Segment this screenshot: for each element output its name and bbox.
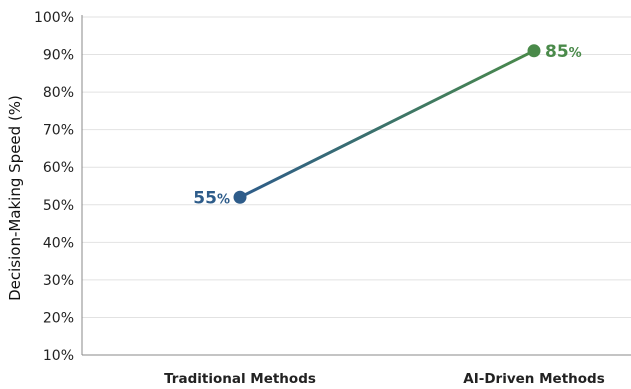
- data-point: [233, 190, 247, 204]
- axes: [81, 15, 631, 356]
- y-tick-label: 100%: [34, 10, 74, 26]
- y-tick-label: 50%: [43, 198, 74, 214]
- data-label: 55%: [193, 188, 230, 208]
- y-tick-label: 20%: [43, 310, 74, 326]
- series: [233, 44, 541, 204]
- y-tick-label: 30%: [43, 273, 74, 289]
- y-tick-label: 90%: [43, 48, 74, 64]
- y-tick-label: 70%: [43, 123, 74, 139]
- data-point: [527, 44, 541, 58]
- y-tick-labels: 10% 20% 30% 40% 50% 60% 70% 80% 90% 100%: [34, 10, 74, 364]
- data-labels: 55% 85%: [193, 42, 581, 208]
- y-tick-label: 10%: [43, 348, 74, 364]
- x-tick-label: AI-Driven Methods: [463, 371, 604, 387]
- data-label: 85%: [545, 42, 582, 62]
- x-tick-label: Traditional Methods: [164, 371, 316, 387]
- x-tick-labels: Traditional Methods AI-Driven Methods: [164, 371, 605, 387]
- y-tick-label: 60%: [43, 160, 74, 176]
- y-axis-title: Decision-Making Speed (%): [6, 95, 24, 301]
- y-tick-label: 40%: [43, 235, 74, 251]
- series-line: [238, 49, 536, 199]
- y-tick-label: 80%: [43, 85, 74, 101]
- gridlines: [82, 16, 631, 318]
